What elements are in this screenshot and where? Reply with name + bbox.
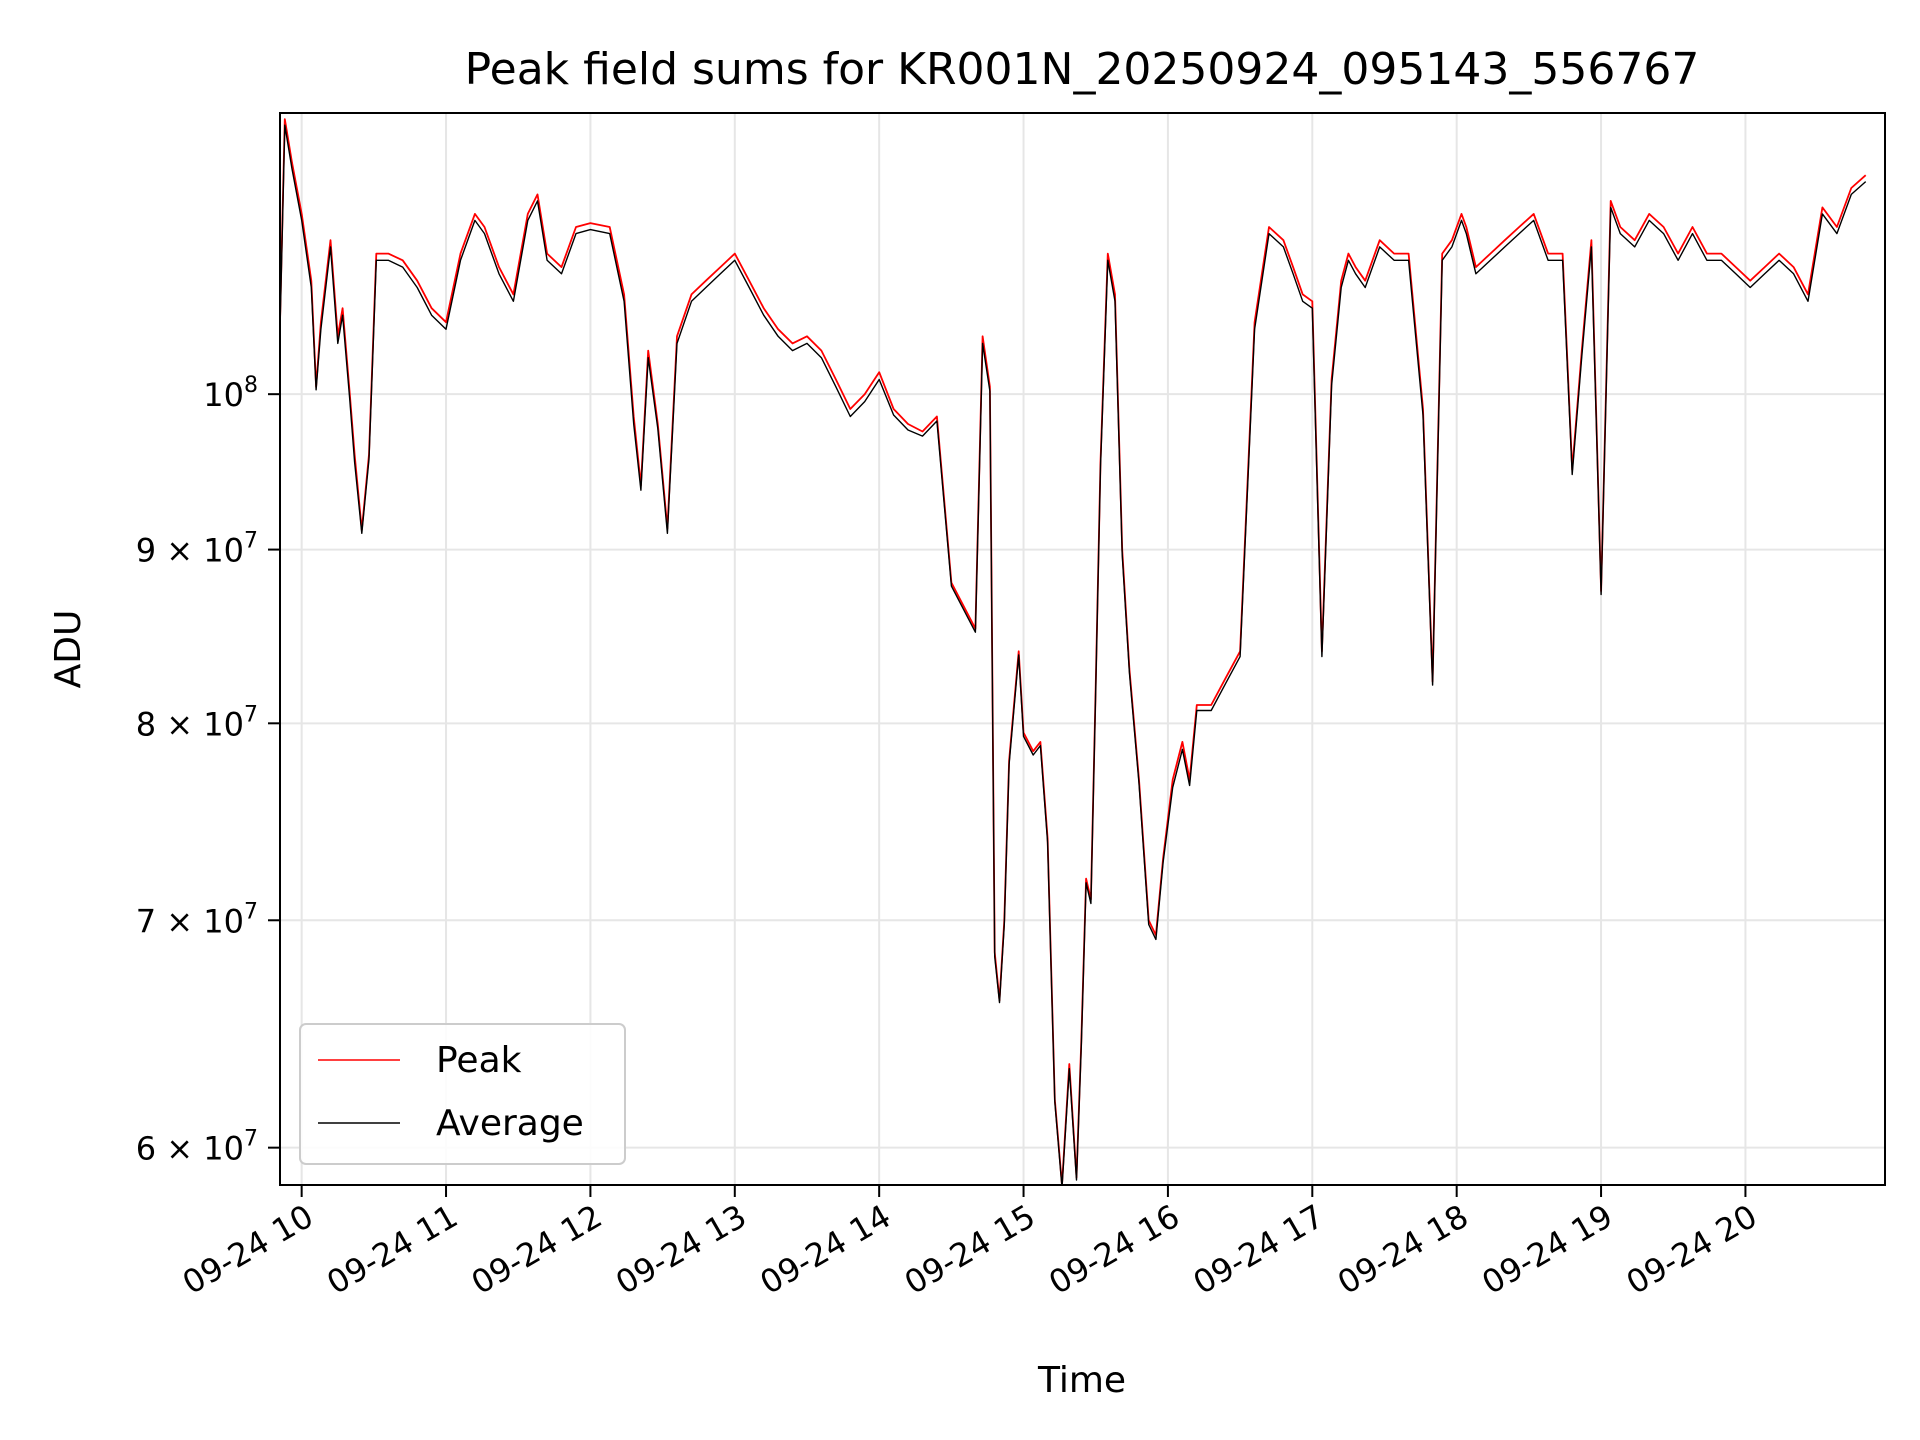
legend: Peak Average [299,1023,626,1165]
series-line-average [280,124,1867,1185]
y-tick-label: 8 × 107 [136,702,258,743]
x-axis-label: Time [1037,1360,1126,1401]
legend-average-label: Average [436,1103,584,1144]
plot-frame [279,112,1886,1186]
grid-lines [280,113,1885,1185]
y-tick-label: 9 × 107 [136,529,258,570]
y-tick-label: 7 × 107 [136,899,258,940]
legend-peak-label: Peak [436,1040,522,1081]
legend-box [299,1023,626,1165]
series-line-peak [280,118,1867,1185]
series-layer [280,118,1867,1185]
y-tick-label: 6 × 107 [136,1127,258,1168]
chart-title: Peak field sums for KR001N_20250924_0951… [465,44,1700,95]
y-axis-label: ADU [48,610,89,689]
